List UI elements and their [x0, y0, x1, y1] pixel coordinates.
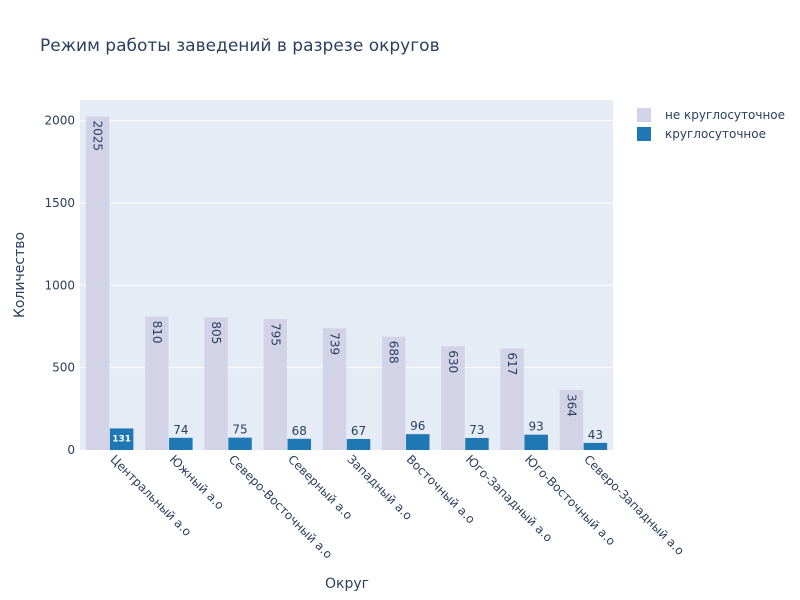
- bar-24h[interactable]: [524, 434, 548, 450]
- bar-24h[interactable]: [169, 437, 193, 450]
- bar-non-24h[interactable]: [85, 116, 110, 451]
- legend-label: не круглосуточное: [665, 108, 785, 122]
- bar-non-24h[interactable]: [381, 336, 406, 450]
- bar-24h[interactable]: [109, 428, 134, 450]
- bar-value-label: 2025: [91, 120, 105, 151]
- bar-value-label: 739: [328, 332, 342, 355]
- legend-item[interactable]: не круглосуточное: [637, 108, 785, 122]
- bar-value-label: 688: [387, 341, 401, 364]
- y-axis-ticks: 0 500 1000 1500 2000: [44, 114, 75, 457]
- legend-item[interactable]: круглосуточное: [637, 127, 766, 141]
- bar-24h[interactable]: [583, 442, 608, 450]
- bar-value-label: 364: [564, 394, 578, 417]
- bar-non-24h[interactable]: [204, 317, 228, 450]
- bar-non-24h[interactable]: [322, 328, 347, 450]
- bar-value-label: 630: [446, 350, 460, 373]
- bars: 2025 810 805 795 739 688 630 617 364 131 74 75 68 67 9…: [85, 116, 608, 451]
- bar-non-24h[interactable]: [145, 316, 169, 450]
- legend-label: круглосуточное: [665, 127, 766, 141]
- bar-value-label: 805: [209, 321, 223, 344]
- bar-24h[interactable]: [287, 438, 312, 450]
- y-tick-label: 2000: [44, 114, 75, 128]
- bar-24h[interactable]: [228, 437, 252, 450]
- legend-swatch: [637, 108, 651, 122]
- legend-swatch: [637, 127, 651, 141]
- bar-non-24h[interactable]: [441, 346, 465, 450]
- bar-value-label: 75: [232, 423, 247, 437]
- x-tick-label: Южный а.о: [167, 452, 227, 512]
- bar-value-label: 68: [292, 424, 307, 438]
- x-axis-title: Округ: [325, 576, 369, 592]
- legend[interactable]: не круглосуточное круглосуточное: [637, 108, 785, 141]
- plot-area: [80, 100, 613, 450]
- x-tick-label: Северо-Восточный а.о: [226, 452, 335, 561]
- bar-value-label: 43: [588, 428, 603, 442]
- x-tick-label: Северо-Западный а.о: [581, 452, 687, 558]
- bar-value-label: 131: [112, 434, 131, 444]
- y-tick-label: 500: [52, 361, 75, 375]
- bar-value-label: 96: [410, 419, 425, 433]
- y-axis-title: Количество: [12, 232, 28, 318]
- bar-value-label: 67: [351, 424, 366, 438]
- bar-value-label: 795: [268, 323, 282, 346]
- bar-value-label: 73: [469, 423, 484, 437]
- chart-title: Режим работы заведений в разрезе округов: [40, 36, 440, 56]
- bar-24h[interactable]: [465, 437, 489, 450]
- y-tick-label: 0: [67, 443, 75, 457]
- bar-24h[interactable]: [346, 438, 371, 450]
- bar-value-label: 617: [505, 352, 519, 375]
- bar-value-label: 93: [529, 420, 544, 434]
- y-tick-label: 1500: [44, 196, 75, 210]
- bar-value-label: 810: [150, 321, 164, 344]
- bar-non-24h[interactable]: [500, 348, 524, 450]
- bar-value-label: 74: [173, 423, 188, 437]
- y-tick-label: 1000: [44, 278, 75, 292]
- bar-non-24h[interactable]: [263, 319, 288, 450]
- gridlines: [80, 120, 613, 369]
- bar-24h[interactable]: [405, 434, 430, 450]
- bar-non-24h[interactable]: [559, 390, 584, 450]
